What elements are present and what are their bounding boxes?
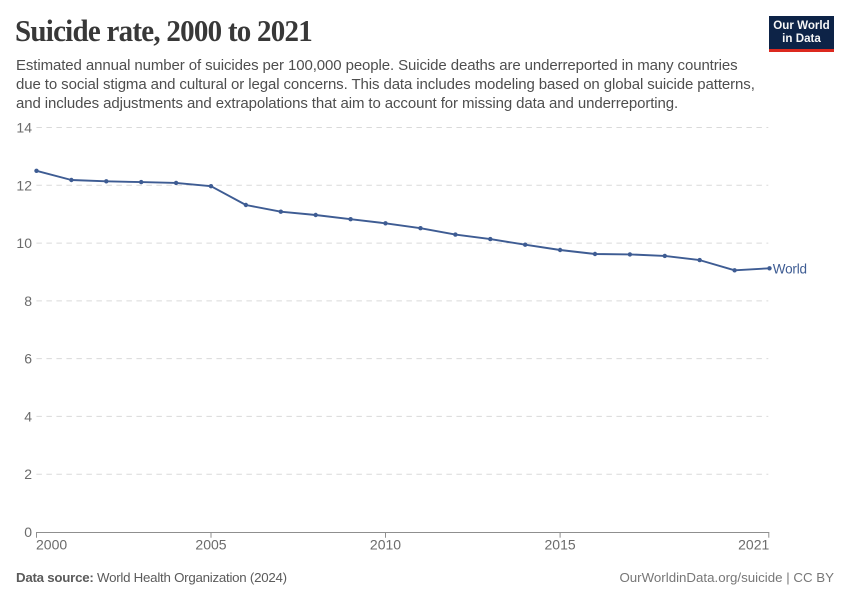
svg-text:2010: 2010 — [370, 537, 401, 553]
svg-text:8: 8 — [24, 293, 32, 309]
svg-text:2000: 2000 — [36, 537, 67, 553]
svg-text:14: 14 — [16, 120, 32, 136]
svg-text:2: 2 — [24, 466, 32, 482]
svg-text:2021: 2021 — [738, 537, 769, 553]
svg-text:10: 10 — [16, 235, 32, 251]
svg-text:0: 0 — [24, 524, 32, 540]
svg-text:2005: 2005 — [195, 537, 226, 553]
svg-text:6: 6 — [24, 351, 32, 367]
svg-text:4: 4 — [24, 408, 32, 424]
svg-text:World: World — [773, 262, 807, 277]
svg-text:2015: 2015 — [545, 537, 576, 553]
svg-text:12: 12 — [16, 177, 32, 193]
